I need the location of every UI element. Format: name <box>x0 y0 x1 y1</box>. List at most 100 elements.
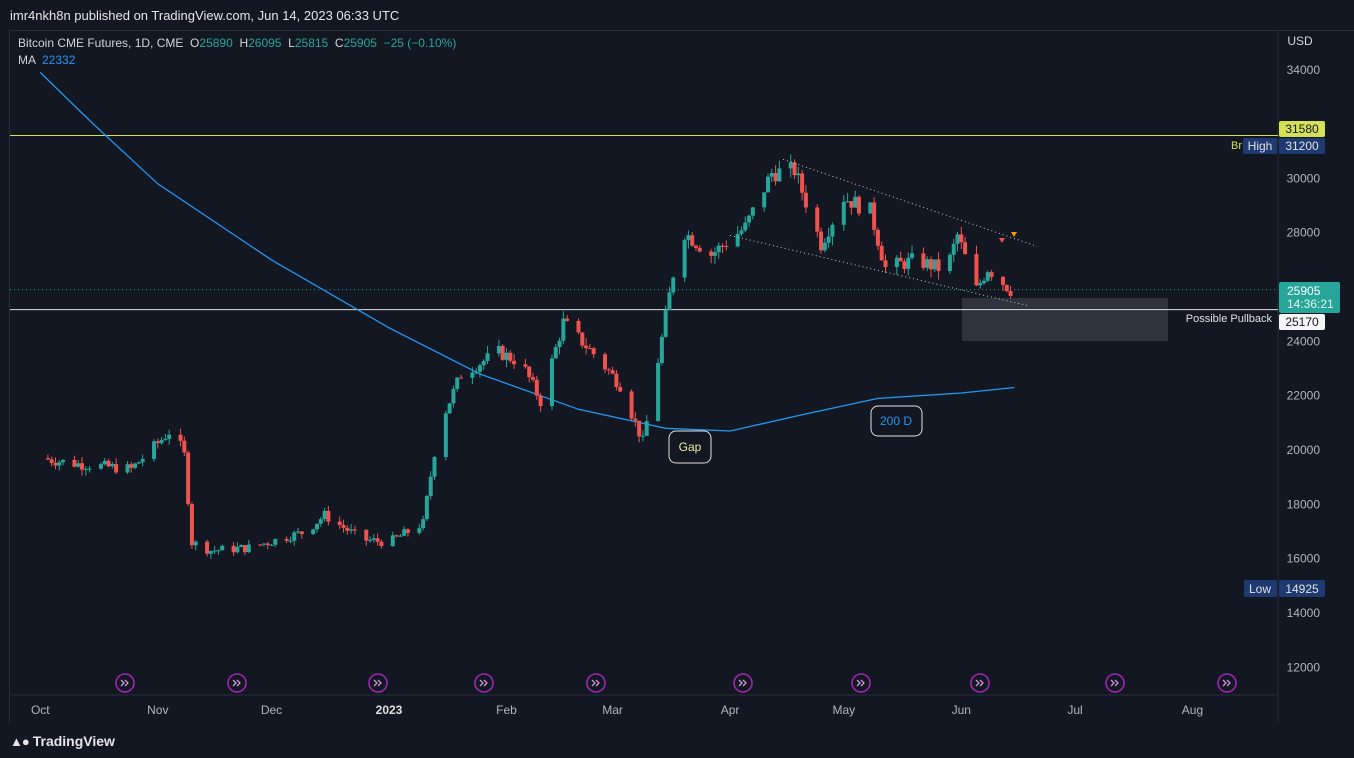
candle-body <box>523 364 528 367</box>
candle-body <box>618 387 623 392</box>
event-icon[interactable] <box>115 673 135 693</box>
candle-body <box>421 519 426 529</box>
candle-body <box>455 377 460 389</box>
y-tick-label: 34000 <box>1287 63 1321 77</box>
x-tick-label: Oct <box>31 703 50 717</box>
event-icon[interactable] <box>227 673 247 693</box>
candle-body <box>671 277 676 293</box>
candle-body <box>849 201 854 208</box>
low-price: 14925 <box>1285 582 1319 596</box>
candle-body <box>1008 291 1013 296</box>
candle-body <box>178 434 183 441</box>
candle-body <box>663 310 668 337</box>
candle-body <box>371 538 376 540</box>
candle-body <box>508 352 513 361</box>
candle-body <box>932 259 937 270</box>
event-icon[interactable] <box>970 673 990 693</box>
event-icon[interactable] <box>474 673 494 693</box>
candle-body <box>474 371 479 373</box>
candle-body <box>777 168 782 182</box>
candle-body <box>610 370 615 374</box>
x-tick-label: Jul <box>1067 703 1082 717</box>
event-icon-arrows <box>232 679 241 687</box>
candle-body <box>261 543 266 545</box>
candle-body <box>769 173 774 177</box>
ma200-line <box>39 72 1015 432</box>
candle-body <box>140 458 145 463</box>
candle-body <box>349 529 354 531</box>
candle-body <box>57 462 62 466</box>
candle-body <box>80 463 85 470</box>
candle-body <box>428 476 433 496</box>
candle-body <box>712 252 717 256</box>
candle-body <box>603 354 608 370</box>
candle-body <box>557 340 562 348</box>
candle-body <box>417 528 422 533</box>
close-label: C <box>334 36 344 50</box>
candle-body <box>76 463 81 467</box>
candle-body <box>773 173 778 182</box>
event-icon[interactable] <box>1105 673 1125 693</box>
candle-body <box>284 538 289 541</box>
candle-body <box>345 527 350 531</box>
candle-body <box>656 363 661 422</box>
candle-body <box>394 535 399 537</box>
candle-body <box>208 551 213 554</box>
candle-body <box>527 366 532 378</box>
candle-body <box>447 403 452 414</box>
event-icon[interactable] <box>586 673 606 693</box>
y-tick-label: 12000 <box>1287 660 1321 674</box>
y-tick-label: 18000 <box>1287 497 1321 511</box>
candle-body <box>868 202 873 214</box>
candle-body <box>220 545 225 551</box>
high-label: High <box>1248 139 1273 153</box>
event-icon[interactable] <box>851 673 871 693</box>
candle-body <box>682 240 687 278</box>
candle-body <box>205 541 210 554</box>
last-price: 25905 <box>1287 284 1321 298</box>
candle-body <box>902 261 907 269</box>
y-tick-label: 24000 <box>1287 334 1321 348</box>
candle-body <box>925 259 930 268</box>
tradingview-logo[interactable]: ▲● TradingView <box>10 733 115 749</box>
x-tick-label: Mar <box>602 703 623 717</box>
candle-body <box>898 257 903 262</box>
currency-label: USD <box>1287 34 1313 48</box>
candle-body <box>500 345 505 360</box>
candle-body <box>239 545 244 548</box>
candle-body <box>921 253 926 268</box>
candle-body <box>318 519 323 524</box>
change-value: −25 (−0.10%) <box>383 36 457 50</box>
candle-body <box>152 441 157 459</box>
candle-body <box>584 345 589 349</box>
candle-body <box>352 529 357 531</box>
candle-body <box>580 332 585 346</box>
candle-body <box>242 545 247 553</box>
candle-body <box>129 464 134 468</box>
y-tick-label: 30000 <box>1287 171 1321 185</box>
y-tick-label: 16000 <box>1287 552 1321 566</box>
candle-body <box>856 196 861 214</box>
candle-body <box>337 521 342 525</box>
close-value: 25905 <box>343 36 377 50</box>
candle-body <box>72 459 77 467</box>
candle-body <box>322 510 327 520</box>
signal-marker <box>1011 232 1017 237</box>
candle-body <box>443 413 448 457</box>
candle-body <box>792 162 797 176</box>
candle-body <box>640 435 645 437</box>
support-price: 25170 <box>1285 315 1319 329</box>
signal-marker <box>999 238 1005 243</box>
candle-body <box>432 456 437 477</box>
event-icon[interactable] <box>733 673 753 693</box>
event-icon-arrows <box>373 679 382 687</box>
candle-body <box>534 379 539 396</box>
high-value: 26095 <box>248 36 282 50</box>
ma-legend: MA 22332 <box>18 53 75 67</box>
candle-body <box>485 353 490 362</box>
event-icon-arrows <box>738 679 747 687</box>
event-icon[interactable] <box>1217 673 1237 693</box>
x-tick-label: Jun <box>952 703 971 717</box>
event-icon[interactable] <box>368 673 388 693</box>
